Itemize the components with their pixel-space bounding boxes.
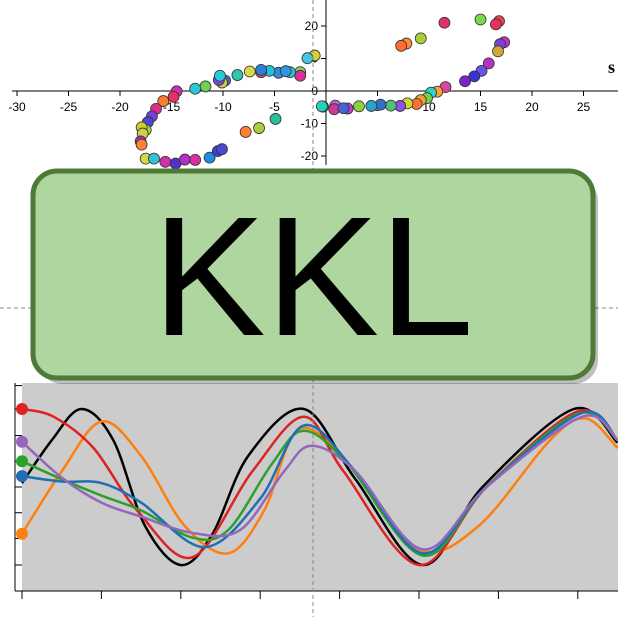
- line-series: [21, 414, 618, 551]
- scatter-y-tick-label: -20: [301, 149, 319, 163]
- scatter-point: [490, 18, 502, 31]
- scatter-point: [279, 65, 292, 78]
- scatter-point: [255, 63, 268, 76]
- scatter-point: [468, 70, 481, 83]
- line-chart-series: [20, 406, 618, 567]
- banner-box: [30, 168, 596, 381]
- scatter-point: [384, 99, 397, 112]
- series-start-dot: [16, 435, 28, 448]
- scatter-point: [269, 113, 282, 125]
- scatter-point: [199, 80, 212, 93]
- scatter-point: [315, 100, 328, 113]
- scatter-point: [167, 90, 180, 103]
- scatter-cut-label: s: [608, 57, 615, 77]
- scatter-x-tick-label: 25: [577, 100, 591, 114]
- scatter-point: [294, 69, 307, 82]
- line-series: [20, 406, 618, 567]
- scatter-point: [189, 153, 202, 166]
- scatter-point: [216, 143, 228, 156]
- scatter-point: [231, 69, 244, 81]
- banner-title: KKL: [152, 182, 473, 372]
- scatter-point: [239, 126, 252, 138]
- scatter-x-tick-label: 20: [525, 100, 539, 114]
- scatter-points: [134, 13, 511, 170]
- scatter-point: [301, 52, 314, 65]
- scatter-x-tick-label: -20: [111, 100, 129, 114]
- scatter-point: [148, 152, 160, 165]
- scatter-x-tick-label: 15: [474, 100, 488, 114]
- scatter-point: [203, 151, 216, 164]
- line-chart-x-ticks: [21, 591, 579, 599]
- scatter-point: [337, 102, 350, 115]
- line-chart-start-dots: [16, 403, 28, 540]
- scatter-y-tick-label: 0: [311, 84, 318, 98]
- scatter-point: [353, 100, 365, 113]
- series-start-dot: [16, 455, 28, 468]
- scatter-point: [253, 122, 265, 134]
- scatter-y-tick-label: -10: [301, 117, 319, 131]
- scatter-point: [157, 95, 170, 107]
- scatter-point: [414, 32, 427, 45]
- title-banner: KKL: [30, 168, 598, 384]
- scatter-point: [438, 16, 451, 29]
- scatter-x-tick-label: -5: [269, 100, 280, 114]
- scatter-x-ticks: -30-25-20-15-10-5510152025: [8, 91, 590, 114]
- scatter-point: [214, 69, 226, 82]
- scatter-point: [243, 65, 256, 78]
- scatter-point: [492, 45, 504, 58]
- scatter-plot: -30-25-20-15-10-5510152025 -20-1001020 s: [8, 0, 618, 170]
- scatter-point: [395, 39, 408, 52]
- scatter-point: [474, 13, 487, 26]
- scatter-point: [189, 82, 202, 95]
- scatter-point: [365, 100, 378, 112]
- scatter-x-tick-label: -10: [214, 100, 232, 114]
- scatter-point: [482, 57, 495, 70]
- series-start-dot: [16, 403, 28, 415]
- scatter-y-tick-label: 20: [305, 19, 319, 33]
- scatter-point: [159, 155, 172, 168]
- series-start-dot: [16, 527, 28, 540]
- scatter-point: [178, 153, 191, 166]
- line-chart: [14, 383, 618, 599]
- scatter-x-tick-label: -25: [60, 100, 78, 114]
- scatter-point: [459, 75, 471, 88]
- series-start-dot: [16, 470, 28, 483]
- scatter-point: [135, 138, 148, 151]
- scatter-x-tick-label: -30: [8, 100, 26, 114]
